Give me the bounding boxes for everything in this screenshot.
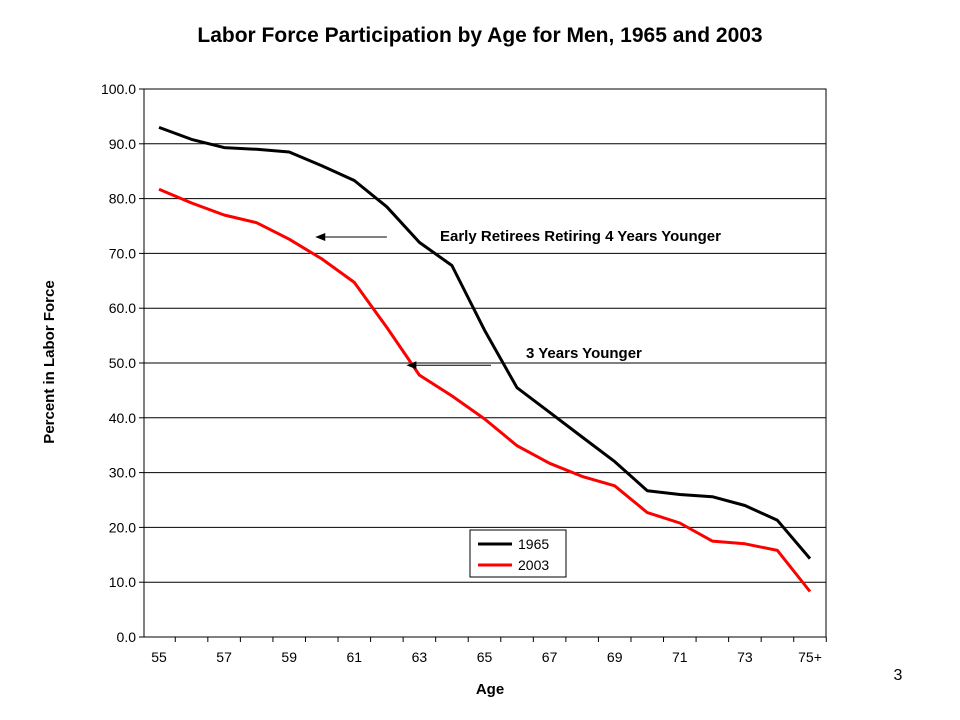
grid-lines — [144, 143, 826, 583]
annotations: Early Retirees Retiring 4 Years Younger 3… — [315, 228, 721, 370]
annotation-arrow-head — [406, 361, 417, 370]
x-tick-label: 75+ — [798, 649, 822, 665]
x-tick-label: 71 — [672, 649, 688, 665]
x-axis-label: Age — [476, 681, 504, 698]
legend-label-1965: 1965 — [518, 536, 549, 552]
y-axis-label: Percent in Labor Force — [41, 280, 58, 443]
y-axis-ticks: 0.0 10.0 20.0 30.0 40.0 50.0 60.0 70.0 80.0 90.0 1… — [101, 81, 144, 645]
legend-label-2003: 2003 — [518, 557, 549, 573]
annotation-text: Early Retirees Retiring 4 Years Younger — [440, 228, 721, 245]
y-tick-label: 60.0 — [109, 300, 136, 316]
annotation-text: 3 Years Younger — [526, 345, 642, 362]
y-tick-label: 100.0 — [101, 81, 136, 97]
y-tick-label: 90.0 — [109, 136, 136, 152]
y-tick-label: 0.0 — [117, 629, 137, 645]
x-tick-label: 69 — [607, 649, 623, 665]
x-tick-label: 65 — [477, 649, 493, 665]
y-tick-label: 50.0 — [109, 355, 136, 371]
legend-box — [469, 529, 567, 578]
x-tick-label: 59 — [281, 649, 297, 665]
y-tick-label: 10.0 — [109, 574, 136, 590]
x-tick-label: 67 — [542, 649, 558, 665]
page-number: 3 — [894, 667, 903, 684]
x-tick-label: 63 — [412, 649, 428, 665]
y-tick-label: 30.0 — [109, 465, 136, 481]
chart-title: Labor Force Participation by Age for Men… — [197, 24, 762, 47]
x-tick-label: 73 — [737, 649, 753, 665]
y-tick-label: 80.0 — [109, 191, 136, 207]
y-tick-label: 20.0 — [109, 519, 136, 535]
series-lines — [158, 125, 812, 593]
x-tick-label: 57 — [216, 649, 232, 665]
y-tick-label: 40.0 — [109, 410, 136, 426]
y-tick-label: 70.0 — [109, 245, 136, 261]
series-line-1965 — [158, 125, 812, 560]
annotation-arrow-head — [315, 232, 326, 241]
x-tick-label: 55 — [151, 649, 167, 665]
series-line-2003 — [158, 187, 812, 593]
legend: 1965 2003 — [469, 529, 567, 578]
x-axis-ticks: 55 57 59 61 63 65 67 69 71 73 75+ — [151, 637, 827, 665]
x-tick-label: 61 — [347, 649, 363, 665]
